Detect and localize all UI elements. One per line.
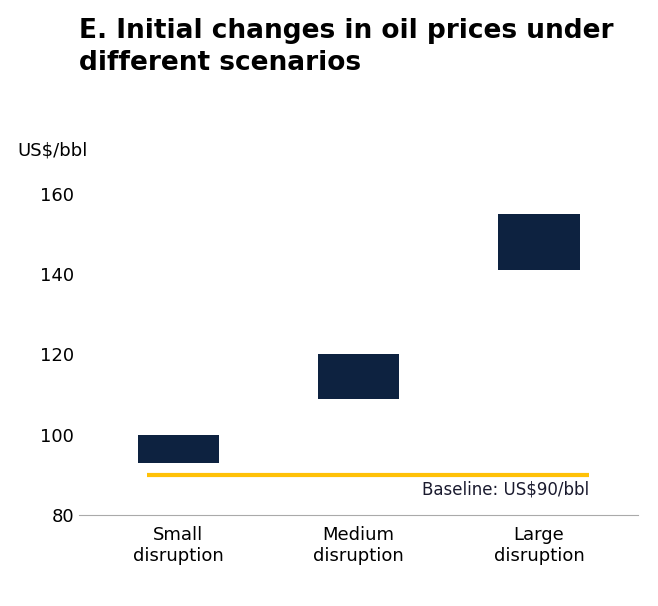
Bar (318, 355, 399, 399)
Text: Baseline: US$90/bbl: Baseline: US$90/bbl (422, 481, 589, 499)
Bar (499, 214, 580, 270)
Text: US$/bbl: US$/bbl (17, 142, 88, 160)
Bar (138, 435, 218, 463)
Text: E. Initial changes in oil prices under
different scenarios: E. Initial changes in oil prices under d… (79, 18, 613, 76)
